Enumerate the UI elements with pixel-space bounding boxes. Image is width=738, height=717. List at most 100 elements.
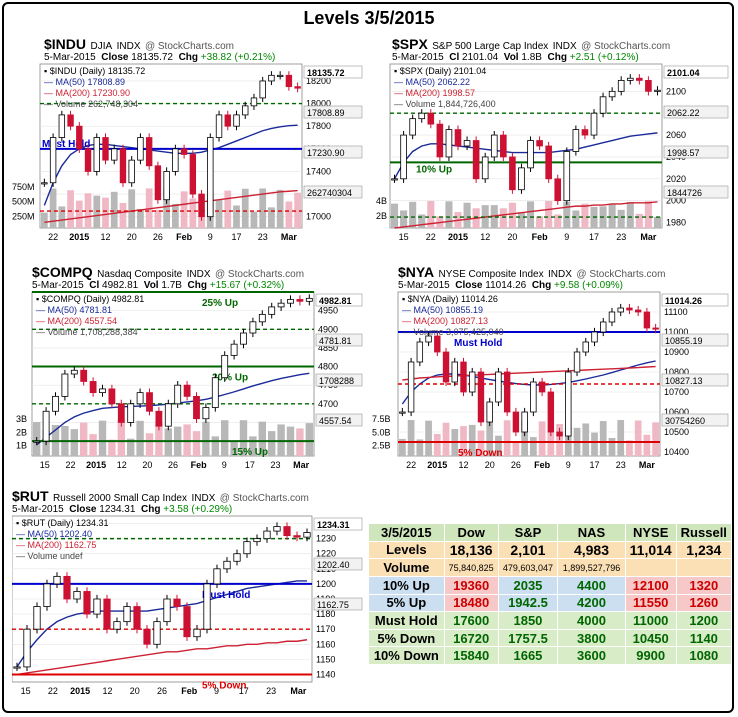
y-tick-label: 1980 xyxy=(666,218,686,228)
table-row: Volume 75,840,825 479,603,047 1,899,527,… xyxy=(368,558,733,577)
value-badge-text: 1708288 xyxy=(319,376,354,386)
chart-name: Russell 2000 Small Cap Index xyxy=(53,493,187,504)
y-tick-label: 1220 xyxy=(316,549,336,559)
candle-body xyxy=(89,381,97,394)
candle-body xyxy=(163,171,170,201)
volume-bar xyxy=(49,188,57,228)
volume-bar xyxy=(499,208,507,228)
volume-bar xyxy=(249,436,257,456)
chart-exchange: INDX xyxy=(186,269,211,280)
chart-header: $RUT Russell 2000 Small Cap Index INDX @… xyxy=(12,488,309,506)
volume-bar xyxy=(643,434,651,456)
volume-bar xyxy=(108,439,116,456)
table-cell: 1757.5 xyxy=(497,628,559,648)
chart-symbol: $RUT xyxy=(12,488,49,504)
volume-bar xyxy=(468,424,476,456)
chg-label: Chg xyxy=(187,280,207,291)
source-label: @ StockCharts.com xyxy=(215,269,305,280)
row-label: 10% Down xyxy=(368,646,445,665)
candle-body xyxy=(80,369,88,382)
volume-bar xyxy=(102,197,109,228)
x-tick-label: Feb xyxy=(191,460,208,470)
legend-ma50: — MA(50) 17808.89 xyxy=(44,77,126,87)
volume-bar xyxy=(554,214,562,228)
candle-body xyxy=(111,148,118,161)
volume-bar xyxy=(154,209,162,228)
chart-nya: $NYA NYSE Composite Index INDX @ StockCh… xyxy=(368,262,730,484)
close-label: Cl xyxy=(449,52,460,63)
candle-body xyxy=(233,553,241,562)
value-badge xyxy=(663,185,729,199)
row-label: Volume xyxy=(368,558,445,577)
volume-bar xyxy=(75,200,83,228)
legend-ma50: — MA(50) 10855.19 xyxy=(402,305,484,315)
candle-body xyxy=(102,137,109,161)
level-annotation: 20% Up xyxy=(212,373,248,384)
ma50-line xyxy=(16,580,307,668)
value-badge xyxy=(303,65,363,79)
table-cell xyxy=(624,558,677,577)
candle-body xyxy=(113,621,121,630)
candle-body xyxy=(451,361,458,383)
volume-tick-label: 3B xyxy=(16,414,27,424)
y-tick-label: 4950 xyxy=(318,306,338,316)
legend-ma50: — MA(50) 1202.40 xyxy=(16,529,93,539)
table-cell: 12100 xyxy=(624,575,677,595)
volume-bar xyxy=(84,193,92,228)
volume-bar xyxy=(538,421,546,456)
volume-bar xyxy=(211,436,219,456)
y-tick-label: 1200 xyxy=(316,579,336,589)
candle-body xyxy=(103,598,111,630)
candle-body xyxy=(73,591,81,600)
volume-bar xyxy=(644,201,652,228)
candle-body xyxy=(146,392,153,412)
legend-main: ▪ $INDU (Daily) 18135.72 xyxy=(44,66,146,76)
close-value: 2101.04 xyxy=(462,52,499,63)
x-tick-label: 2015 xyxy=(448,232,468,242)
table-cell: 11550 xyxy=(624,593,677,613)
volume-bar xyxy=(305,423,313,456)
source-label: @ StockCharts.com xyxy=(581,41,671,52)
value-badge-text: 17230.90 xyxy=(307,148,345,158)
candle-body xyxy=(565,371,572,437)
candle-body xyxy=(500,134,507,158)
volume-bar xyxy=(89,434,97,456)
x-tick-label: 23 xyxy=(616,460,626,470)
x-tick-label: 26 xyxy=(153,232,163,242)
candle-body xyxy=(215,114,223,138)
candle-body xyxy=(521,411,528,433)
candle-body xyxy=(42,410,50,442)
y-tick-label: 10400 xyxy=(664,447,689,457)
x-tick-label: 2015 xyxy=(86,460,106,470)
value-badge-text: 4781.81 xyxy=(319,336,352,346)
volume-bar xyxy=(137,208,144,228)
table-date: 3/5/2015 xyxy=(368,523,445,542)
candle-body xyxy=(163,598,171,623)
candle-body xyxy=(273,526,281,532)
chart-legend: ▪ $INDU (Daily) 18135.72— MA(50) 17808.8… xyxy=(44,66,145,110)
candle-body xyxy=(53,575,61,585)
table-cell: 10450 xyxy=(624,628,677,648)
legend-ma50: — MA(50) 2062.22 xyxy=(394,77,471,87)
level-annotation: 15% Up xyxy=(232,447,268,458)
x-tick-label: 23 xyxy=(266,686,276,696)
candle-body xyxy=(436,123,444,158)
volume-bar xyxy=(58,206,66,228)
legend-volume: — Volume 3,075,425,040 xyxy=(402,327,504,337)
x-tick-label: 15 xyxy=(40,460,50,470)
candle-body xyxy=(211,377,219,408)
candle-body xyxy=(155,410,163,427)
table-row: 5% Down 16720 1757.5 3800 10450 1140 xyxy=(368,628,733,648)
value-badge-text: 1202.40 xyxy=(317,560,350,570)
volume-bar xyxy=(145,433,154,456)
table-cell: 1942.5 xyxy=(497,593,559,613)
chg-label: Chg xyxy=(178,52,199,63)
value-badge-text: 1234.31 xyxy=(317,520,350,530)
volume-tick-label: 2.5B xyxy=(372,441,391,451)
x-tick-label: 23 xyxy=(258,232,268,242)
level-annotation: 5% Down xyxy=(202,680,246,691)
chart-date: 5-Mar-2015 xyxy=(32,280,84,291)
candle-body xyxy=(33,440,41,443)
volume-bar xyxy=(626,202,634,228)
volume-bar xyxy=(250,211,258,228)
